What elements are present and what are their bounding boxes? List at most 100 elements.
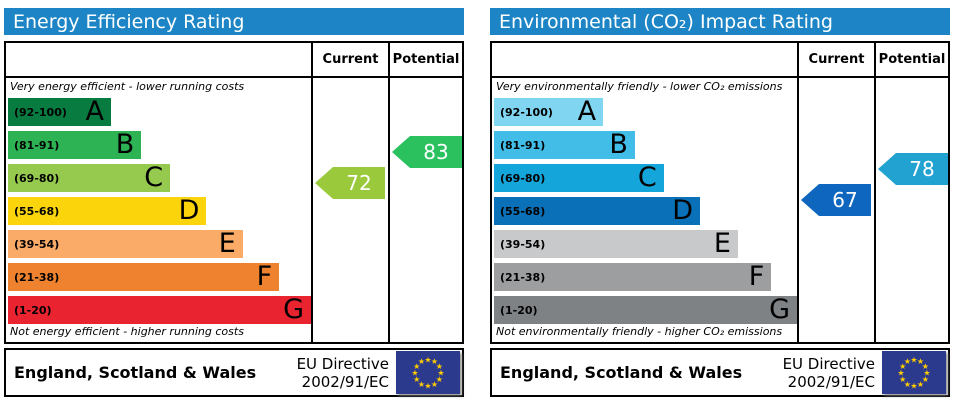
band-range-label: (81-91): [14, 138, 60, 152]
column-divider: [797, 43, 799, 342]
svg-text:★: ★: [922, 362, 929, 371]
band-row-b: (81-91) B: [494, 131, 635, 159]
svg-text:★: ★: [917, 357, 924, 366]
column-divider: [311, 43, 313, 342]
environmental-footer: England, Scotland & Wales EU Directive 2…: [490, 348, 950, 397]
svg-text:★: ★: [411, 369, 418, 378]
band-row-d: (55-68) D: [8, 195, 207, 226]
svg-text:★: ★: [904, 380, 911, 389]
region-label: England, Scotland & Wales: [500, 363, 743, 382]
environmental-bands: (92-100) A (81-91) B (69-80) C (55-68) D…: [494, 98, 797, 329]
environmental-panel-title: Environmental (CO₂) Impact Rating: [490, 8, 950, 35]
svg-text:★: ★: [897, 369, 904, 378]
current-rating-arrow: 67: [801, 184, 871, 216]
band-letter: D: [672, 195, 694, 226]
band-letter: F: [256, 261, 273, 292]
eu-directive-line1: EU Directive: [782, 354, 875, 373]
band-row-e: (39-54) E: [8, 230, 243, 258]
column-divider: [388, 43, 390, 342]
band-range-label: (21-38): [500, 270, 546, 284]
energy-rating-table: Current Potential Very energy efficient …: [4, 41, 464, 344]
eu-directive-line2: 2002/91/EC: [301, 372, 389, 391]
band-range-label: (81-91): [500, 138, 546, 152]
band-range-label: (92-100): [14, 105, 67, 119]
svg-text:★: ★: [436, 362, 443, 371]
band-range-label: (1-20): [500, 303, 538, 317]
band-letter: C: [637, 162, 657, 193]
potential-rating-arrow: 83: [392, 136, 462, 168]
band-row-a: (92-100) A: [8, 98, 112, 126]
potential-column-header: Potential: [392, 52, 460, 67]
energy-bands: (92-100) A (81-91) B (69-80) C (55-68) D…: [8, 98, 311, 329]
eu-directive-label: EU Directive 2002/91/EC: [297, 355, 389, 391]
current-rating-value: 72: [346, 171, 371, 195]
svg-text:★: ★: [418, 357, 425, 366]
svg-text:★: ★: [923, 369, 930, 378]
potential-rating-value: 78: [909, 157, 934, 181]
svg-text:★: ★: [424, 382, 431, 391]
current-column-header: Current: [322, 52, 379, 67]
potential-column-header: Potential: [878, 52, 946, 67]
column-divider: [874, 43, 876, 342]
bottom-caption: Not energy efficient - higher running co…: [10, 325, 244, 338]
band-letter: G: [769, 294, 790, 325]
band-range-label: (21-38): [14, 270, 60, 284]
bottom-caption: Not environmentally friendly - higher CO…: [496, 325, 783, 338]
eu-directive-label: EU Directive 2002/91/EC: [783, 355, 875, 391]
svg-text:★: ★: [424, 356, 431, 365]
top-caption: Very energy efficient - lower running co…: [10, 80, 245, 93]
band-row-f: (21-38) F: [494, 261, 772, 292]
band-range-label: (55-68): [14, 204, 60, 218]
potential-rating-value: 83: [423, 140, 448, 164]
band-row-e: (39-54) E: [494, 230, 738, 258]
band-letter: F: [748, 261, 765, 292]
svg-text:★: ★: [917, 380, 924, 389]
top-caption: Very environmentally friendly - lower CO…: [496, 80, 783, 93]
eu-flag-icon: ★ ★★ ★★★ ★★★ ★★★: [396, 351, 460, 394]
band-range-label: (69-80): [500, 171, 546, 185]
current-rating-arrow: 72: [315, 167, 385, 199]
energy-footer: England, Scotland & Wales EU Directive 2…: [4, 348, 464, 397]
band-letter: E: [218, 228, 236, 259]
svg-text:★: ★: [418, 380, 425, 389]
band-letter: D: [178, 195, 200, 226]
band-row-c: (69-80) C: [8, 164, 171, 192]
environmental-rating-table: Current Potential Very environmentally f…: [490, 41, 950, 344]
band-range-label: (1-20): [14, 303, 52, 317]
svg-text:★: ★: [910, 356, 917, 365]
band-range-label: (69-80): [14, 171, 60, 185]
band-row-b: (81-91) B: [8, 129, 142, 160]
band-row-g: (1-20) G: [8, 296, 311, 324]
header-row-divider: [492, 76, 948, 78]
environmental-impact-panel: Environmental (CO₂) Impact Rating Curren…: [490, 8, 950, 397]
band-range-label: (55-68): [500, 204, 546, 218]
svg-text:★: ★: [899, 362, 906, 371]
svg-text:★: ★: [413, 375, 420, 384]
header-row-divider: [6, 76, 462, 78]
energy-panel-title: Energy Efficiency Rating: [4, 8, 464, 35]
svg-text:★: ★: [904, 357, 911, 366]
energy-efficiency-panel: Energy Efficiency Rating Current Potenti…: [4, 8, 464, 397]
band-row-g: (1-20) G: [494, 296, 797, 324]
eu-directive-line1: EU Directive: [296, 354, 389, 373]
band-range-label: (92-100): [500, 105, 553, 119]
band-letter: G: [283, 294, 304, 325]
eu-directive-line2: 2002/91/EC: [787, 372, 875, 391]
svg-text:★: ★: [413, 362, 420, 371]
potential-rating-arrow: 78: [878, 153, 948, 185]
svg-text:★: ★: [431, 380, 438, 389]
svg-text:★: ★: [436, 375, 443, 384]
current-column-header: Current: [808, 52, 865, 67]
band-letter: E: [713, 228, 731, 259]
svg-text:★: ★: [437, 369, 444, 378]
svg-text:★: ★: [922, 375, 929, 384]
band-letter: B: [609, 129, 628, 160]
svg-text:★: ★: [910, 382, 917, 391]
band-range-label: (39-54): [14, 237, 60, 251]
svg-text:★: ★: [431, 357, 438, 366]
current-rating-value: 67: [832, 188, 857, 212]
band-range-label: (39-54): [500, 237, 546, 251]
band-row-d: (55-68) D: [494, 195, 701, 226]
band-letter: B: [115, 129, 135, 160]
